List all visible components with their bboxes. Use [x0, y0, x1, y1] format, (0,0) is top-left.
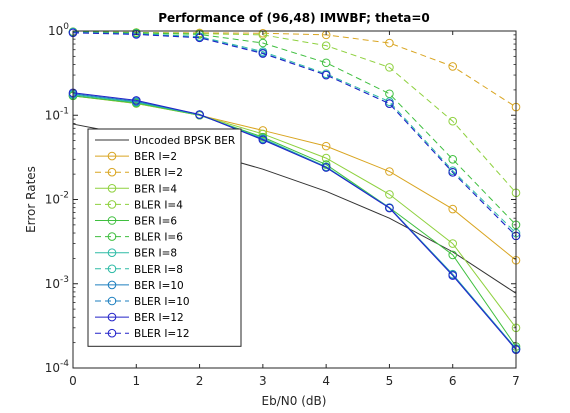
legend-entry: BLER I=4 [95, 199, 183, 211]
data-point [448, 271, 458, 280]
legend-box [87, 128, 242, 347]
x-tick-label: 7 [512, 374, 520, 388]
data-point [448, 250, 458, 260]
legend-label: BLER I=12 [134, 328, 190, 340]
legend-label: BER I=10 [134, 280, 184, 292]
data-point [448, 155, 458, 164]
y-axis-title: Error Rates [24, 166, 38, 233]
legend-entry: BER I=4 [95, 183, 177, 195]
series-line [72, 32, 517, 237]
series-line [72, 31, 517, 226]
series-13 [68, 28, 521, 241]
legend-entry: BER I=12 [95, 312, 184, 324]
x-tick-label: 1 [132, 374, 140, 388]
legend-entry: BLER I=12 [95, 328, 190, 340]
legend-label: BLER I=8 [134, 264, 183, 276]
legend: Uncoded BPSK BER BER I=2 BLER I=2 BER I=4 BL… [87, 128, 242, 347]
data-point [321, 58, 331, 68]
x-tick-label: 2 [196, 374, 204, 388]
legend-swatch-marker [107, 167, 117, 177]
legend-entry: BLER I=10 [95, 296, 190, 308]
data-point [321, 141, 331, 151]
legend-entry: BLER I=8 [95, 264, 183, 276]
x-tick-label: 0 [69, 374, 77, 388]
data-point [321, 163, 331, 172]
data-point [321, 41, 331, 50]
legend-entry: BER I=2 [95, 151, 177, 163]
series-12 [68, 88, 521, 354]
legend-label: Uncoded BPSK BER [134, 135, 235, 147]
series-line [72, 92, 517, 351]
legend-swatch-marker [107, 312, 117, 322]
legend-swatch-marker [107, 184, 117, 193]
legend-label: BLER I=2 [134, 167, 183, 179]
y-tick-label: 10-1 [45, 106, 69, 122]
legend-label: BLER I=10 [134, 296, 190, 308]
legend-entry: BLER I=2 [95, 167, 183, 179]
data-point [385, 190, 394, 199]
legend-swatch-marker [107, 248, 117, 257]
y-tick-label: 10-3 [45, 275, 69, 291]
y-tick-label: 10-4 [45, 359, 70, 375]
x-tick-label: 6 [449, 374, 457, 388]
data-point [258, 129, 268, 139]
x-tick-label: 3 [259, 374, 267, 388]
legend-swatch-marker [107, 280, 117, 290]
y-tick-label: 100 [48, 22, 69, 38]
y-tick-label: 10-2 [45, 191, 69, 207]
data-point [448, 62, 458, 71]
x-tick-label: 4 [322, 374, 330, 388]
legend-label: BER I=8 [134, 248, 177, 260]
legend-label: BER I=6 [134, 216, 177, 228]
legend-swatch-marker [107, 296, 117, 306]
data-point [448, 168, 458, 177]
legend-swatch-marker [107, 264, 117, 274]
data-point [385, 99, 394, 109]
series-line [72, 95, 517, 347]
legend-swatch-marker [107, 151, 117, 161]
legend-swatch-marker [107, 216, 117, 225]
data-point [385, 167, 394, 176]
data-point [321, 70, 331, 80]
legend-label: BLER I=4 [134, 199, 183, 211]
data-point [258, 49, 268, 58]
legend-swatch-marker [107, 328, 117, 338]
chart-title: Performance of (96,48) IMWBF; theta=0 [158, 11, 430, 25]
data-point [258, 135, 268, 145]
x-tick-label: 5 [386, 374, 394, 388]
axes-layer: 0 1 2 3 4 5 6 7 100 10-1 10-2 10-3 10-4 [45, 22, 520, 388]
data-point [448, 239, 458, 248]
data-point [258, 38, 268, 48]
data-point [385, 203, 394, 213]
data-point [321, 153, 331, 163]
data-point [131, 96, 141, 105]
legend-entry: BLER I=6 [95, 232, 183, 244]
legend-entry: BER I=6 [95, 216, 177, 228]
legend-swatch-marker [107, 200, 117, 209]
legend-entry: Uncoded BPSK BER [95, 135, 235, 147]
legend-label: BER I=12 [134, 312, 184, 324]
data-point [385, 63, 394, 72]
data-point [195, 110, 204, 119]
legend-swatch-marker [107, 232, 117, 241]
legend-entry: BER I=8 [95, 248, 177, 260]
legend-label: BER I=4 [134, 183, 177, 195]
data-point [448, 116, 458, 126]
data-point [385, 38, 394, 48]
legend-entry: BER I=10 [95, 280, 184, 292]
data-point [448, 204, 458, 214]
legend-label: BLER I=6 [134, 232, 183, 244]
legend-label: BER I=2 [134, 151, 177, 163]
x-axis-title: Eb/N0 (dB) [262, 394, 327, 408]
